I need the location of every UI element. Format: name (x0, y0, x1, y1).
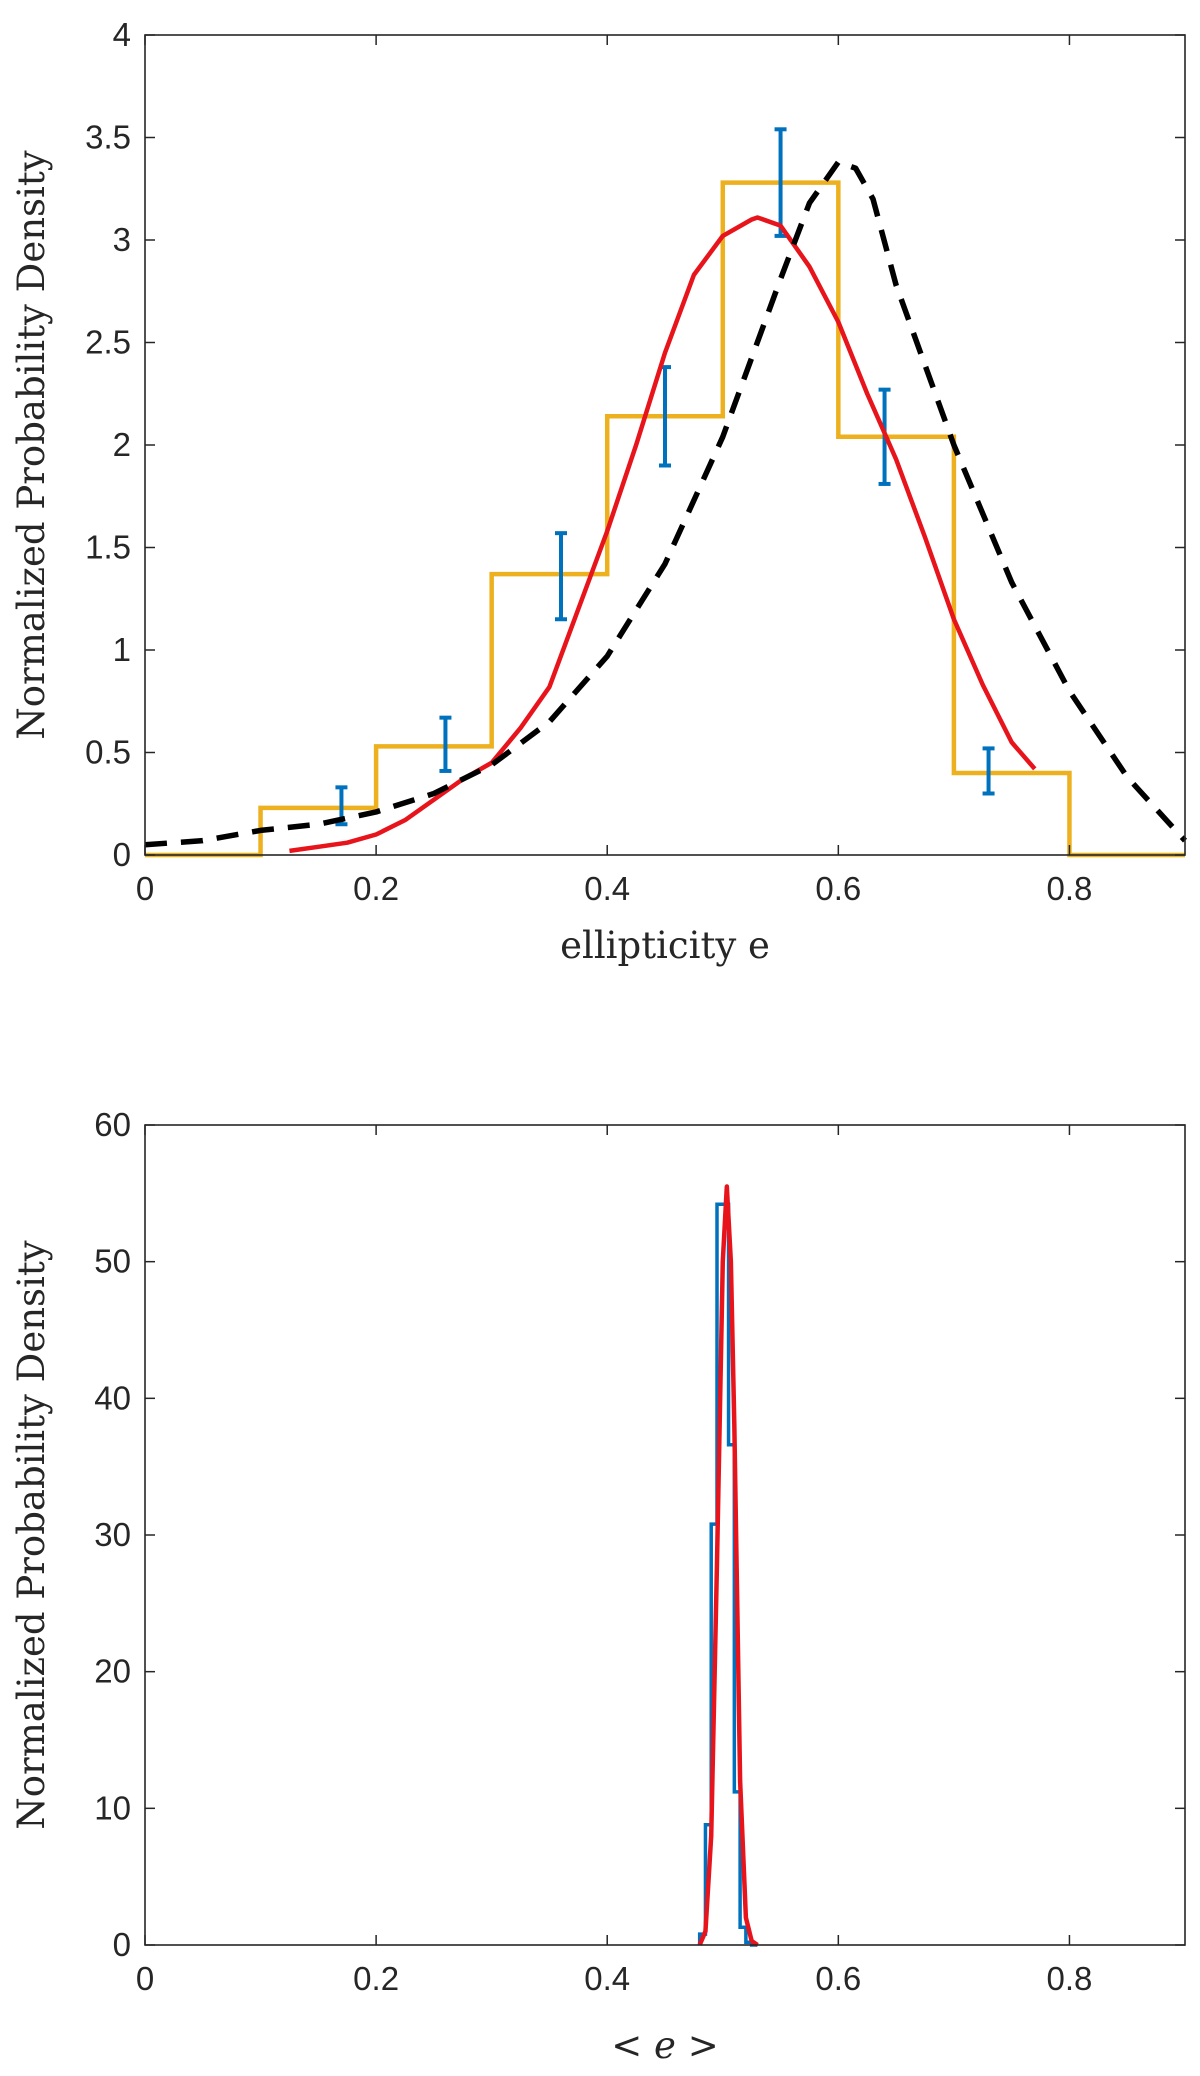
top-chart-errorbar (439, 715, 452, 773)
bottom-chart-y-tick-label: 50 (94, 1243, 131, 1280)
bottom-chart-y-tick-label: 60 (94, 1106, 131, 1143)
bottom-chart-histogram (697, 1202, 758, 1947)
top-chart-y-tick-label: 0.5 (85, 734, 131, 771)
top-chart: 0 0.2 0.4 0.6 0.8 0 0.5 1 1.5 2 2.5 3 3.5 4 elliptic… (10, 16, 1188, 967)
top-chart-y-tick-label: 2.5 (85, 324, 131, 361)
top-chart-x-tick-label: 0 (136, 870, 154, 907)
top-chart-y-tick-label: 2 (113, 426, 131, 463)
bottom-chart-y-tick-label: 20 (94, 1653, 131, 1690)
top-chart-y-tick-label: 0 (113, 836, 131, 873)
bottom-chart-frame (144, 1124, 1186, 1946)
top-chart-model-curve (144, 159, 1188, 848)
top-chart-errorbar (774, 127, 787, 238)
top-chart-marks (144, 127, 1188, 858)
top-chart-y-ticks: 0 0.5 1 1.5 2 2.5 3 3.5 4 (85, 16, 1185, 873)
top-chart-errorbar (555, 531, 567, 622)
bottom-chart-y-tick-label: 30 (94, 1516, 131, 1553)
top-chart-y-tick-label: 3 (113, 221, 131, 258)
bottom-chart-x-tick-label: 0.6 (815, 1960, 861, 1997)
top-chart-errorbar (982, 746, 995, 796)
top-chart-x-tick-label: 0.8 (1047, 870, 1093, 907)
bottom-chart-x-label: < e > (611, 2024, 718, 2067)
top-chart-x-label: ellipticity e (560, 924, 770, 967)
top-chart-fit-curve (289, 215, 1037, 854)
top-chart-y-tick-label: 4 (113, 16, 131, 53)
bottom-chart-x-tick-label: 0.8 (1047, 1960, 1093, 1997)
bottom-chart-fit-curve (697, 1184, 759, 1947)
top-chart-x-tick-label: 0.2 (353, 870, 399, 907)
top-chart-y-tick-label: 3.5 (85, 119, 131, 156)
bottom-chart-y-ticks: 0 10 20 30 40 50 60 (94, 1106, 1185, 1963)
top-chart-y-label: Normalized Probability Density (10, 150, 53, 739)
top-chart-y-tick-label: 1 (113, 631, 131, 668)
top-chart-y-tick-label: 1.5 (85, 529, 131, 566)
bottom-chart-x-tick-label: 0.4 (584, 1960, 630, 1997)
bottom-chart-marks (697, 1184, 759, 1947)
bottom-chart-y-label: Normalized Probability Density (10, 1240, 53, 1829)
bottom-chart-x-tick-label: 0 (136, 1960, 154, 1997)
bottom-chart-x-ticks: 0 0.2 0.4 0.6 0.8 (136, 1125, 1093, 1997)
top-chart-x-tick-label: 0.6 (815, 870, 861, 907)
bottom-chart: 0 0.2 0.4 0.6 0.8 0 10 20 30 40 50 60 < e > Normal… (10, 1106, 1186, 2067)
bottom-chart-y-tick-label: 10 (94, 1789, 131, 1826)
bottom-chart-y-tick-label: 0 (113, 1926, 131, 1963)
bottom-chart-y-tick-label: 40 (94, 1379, 131, 1416)
bottom-chart-x-tick-label: 0.2 (353, 1960, 399, 1997)
top-chart-x-tick-label: 0.4 (584, 870, 630, 907)
top-chart-histogram (145, 180, 1185, 858)
top-chart-x-ticks: 0 0.2 0.4 0.6 0.8 (136, 35, 1093, 907)
